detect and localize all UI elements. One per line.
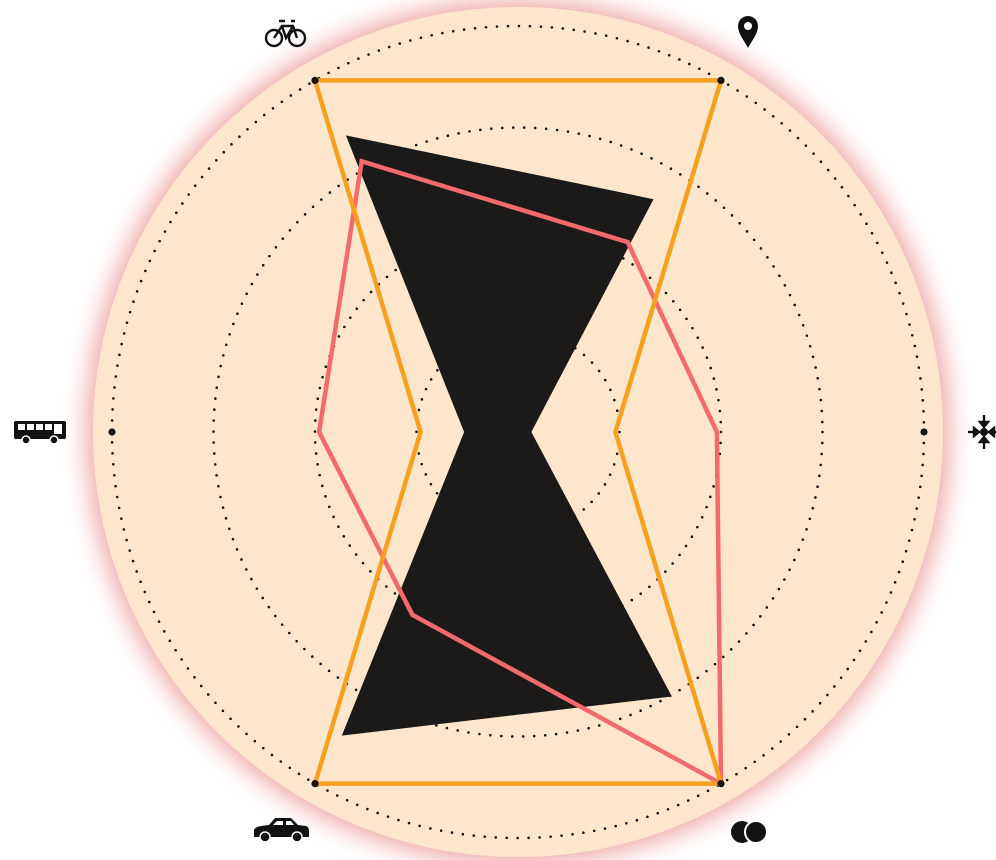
bus-icon (14, 421, 66, 445)
axis-dot-overlap (717, 780, 725, 788)
axis-dot-convergence (920, 428, 928, 436)
overlapping-circles-icon (731, 820, 768, 844)
map-pin-icon (738, 16, 758, 48)
grid-ring-1 (415, 329, 621, 535)
series-1-polygon (341, 135, 672, 736)
grid-ring-3 (212, 126, 824, 738)
axis-end-dots (108, 76, 928, 788)
axis-dot-location (717, 76, 725, 84)
axis-dot-bicycle (311, 76, 319, 84)
car-icon (254, 818, 309, 843)
axis-dot-car (311, 780, 319, 788)
bicycle-icon (264, 19, 307, 48)
converge-arrows-icon (968, 415, 996, 449)
axis-dot-bus (108, 428, 116, 436)
